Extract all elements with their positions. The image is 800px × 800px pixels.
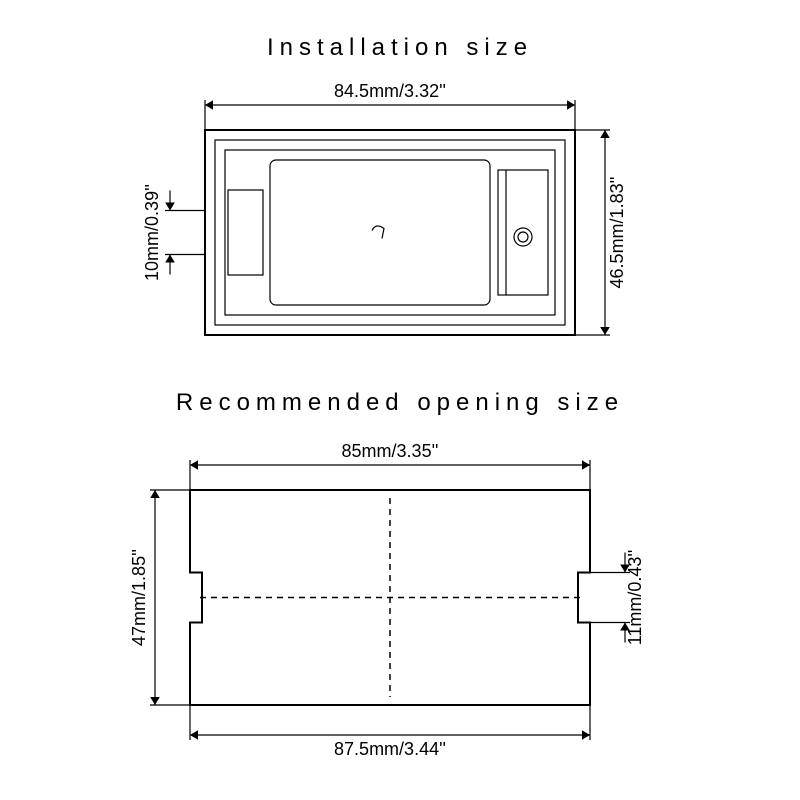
svg-text:85mm/3.35'': 85mm/3.35'' bbox=[342, 441, 439, 461]
title-opening: Recommended opening size bbox=[176, 389, 624, 416]
install-inner-rect-1 bbox=[215, 140, 565, 325]
dim-opening-notch: 11mm/0.43'' bbox=[625, 550, 645, 646]
title-installation: Installation size bbox=[267, 34, 533, 61]
install-left-block bbox=[228, 190, 263, 275]
dim-install-tab: 10mm/0.39'' bbox=[142, 184, 162, 281]
install-center-panel bbox=[270, 160, 490, 305]
svg-text:47mm/1.85'': 47mm/1.85'' bbox=[129, 549, 149, 646]
svg-text:46.5mm/1.83'': 46.5mm/1.83'' bbox=[607, 177, 627, 289]
svg-text:87.5mm/3.44'': 87.5mm/3.44'' bbox=[334, 739, 446, 759]
install-center-mark bbox=[372, 226, 384, 239]
install-right-circle bbox=[514, 228, 532, 246]
install-outer-rect bbox=[205, 130, 575, 335]
svg-text:84.5mm/3.32'': 84.5mm/3.32'' bbox=[334, 81, 446, 101]
